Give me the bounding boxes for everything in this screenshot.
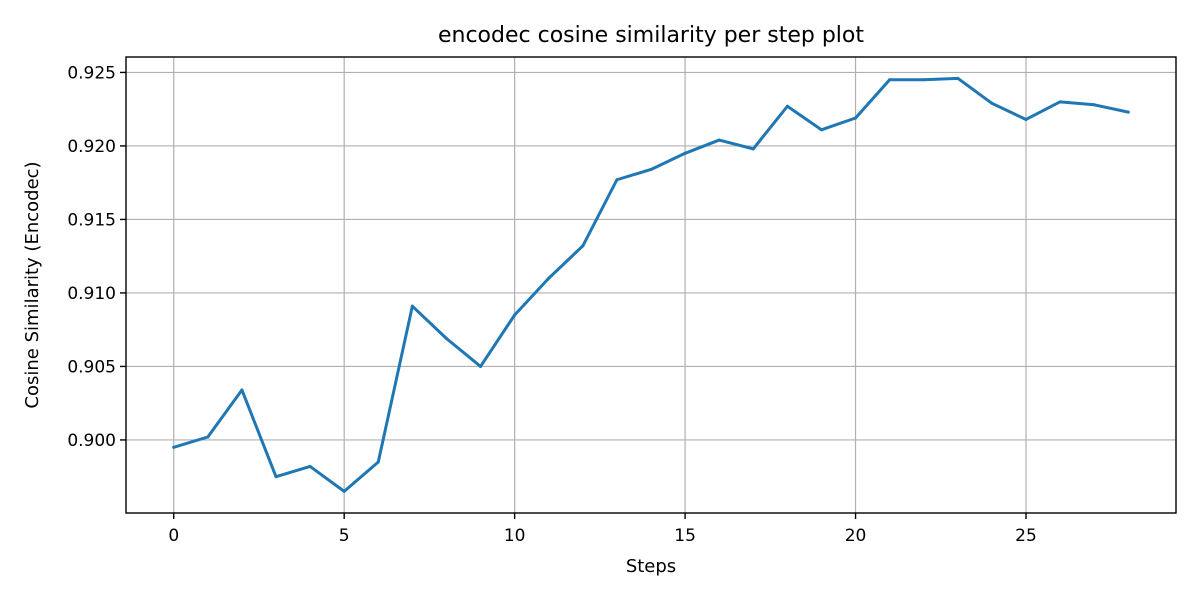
data-point xyxy=(274,475,278,479)
data-point xyxy=(479,364,483,368)
y-tick-label: 0.905 xyxy=(67,357,116,377)
x-tick-label: 25 xyxy=(1015,526,1037,546)
grid-lines xyxy=(126,57,1176,513)
data-point xyxy=(615,178,619,182)
x-tick-label: 10 xyxy=(504,526,526,546)
x-axis-ticks: 0 5 10 15 20 25 xyxy=(168,513,1037,546)
x-tick-label: 15 xyxy=(674,526,696,546)
data-point xyxy=(1024,117,1028,121)
series-layer xyxy=(172,76,1130,493)
x-tick-label: 20 xyxy=(845,526,867,546)
data-point xyxy=(240,388,244,392)
data-point xyxy=(410,304,414,308)
y-axis-ticks: 0.900 0.905 0.910 0.915 0.920 0.925 xyxy=(67,63,126,451)
y-axis-label: Cosine Similarity (Encodec) xyxy=(22,161,43,408)
data-point xyxy=(581,244,585,248)
data-point xyxy=(308,464,312,468)
data-point xyxy=(854,116,858,120)
data-point xyxy=(376,460,380,464)
data-point xyxy=(1058,100,1062,104)
data-point xyxy=(956,76,960,80)
data-point xyxy=(1126,110,1130,114)
data-point xyxy=(751,147,755,151)
data-point xyxy=(513,313,517,317)
data-point xyxy=(649,167,653,171)
x-tick-label: 5 xyxy=(339,526,350,546)
data-point xyxy=(547,276,551,280)
data-point xyxy=(785,104,789,108)
data-point xyxy=(922,78,926,82)
y-tick-label: 0.910 xyxy=(67,284,116,304)
y-tick-label: 0.915 xyxy=(67,210,116,230)
x-tick-label: 0 xyxy=(168,526,179,546)
plot-frame xyxy=(125,56,1177,514)
data-point xyxy=(819,128,823,132)
y-tick-label: 0.920 xyxy=(67,137,116,157)
data-point xyxy=(990,101,994,105)
x-axis-label: Steps xyxy=(626,556,676,577)
chart-title: encodec cosine similarity per step plot xyxy=(438,23,864,48)
data-point xyxy=(683,151,687,155)
data-point xyxy=(444,337,448,341)
data-point xyxy=(172,445,176,449)
data-point xyxy=(342,489,346,493)
y-tick-label: 0.900 xyxy=(67,431,116,451)
data-point xyxy=(1092,103,1096,107)
data-point xyxy=(206,435,210,439)
series-line xyxy=(172,76,1130,493)
data-point xyxy=(717,138,721,142)
data-point xyxy=(888,78,892,82)
y-tick-label: 0.925 xyxy=(67,63,116,83)
